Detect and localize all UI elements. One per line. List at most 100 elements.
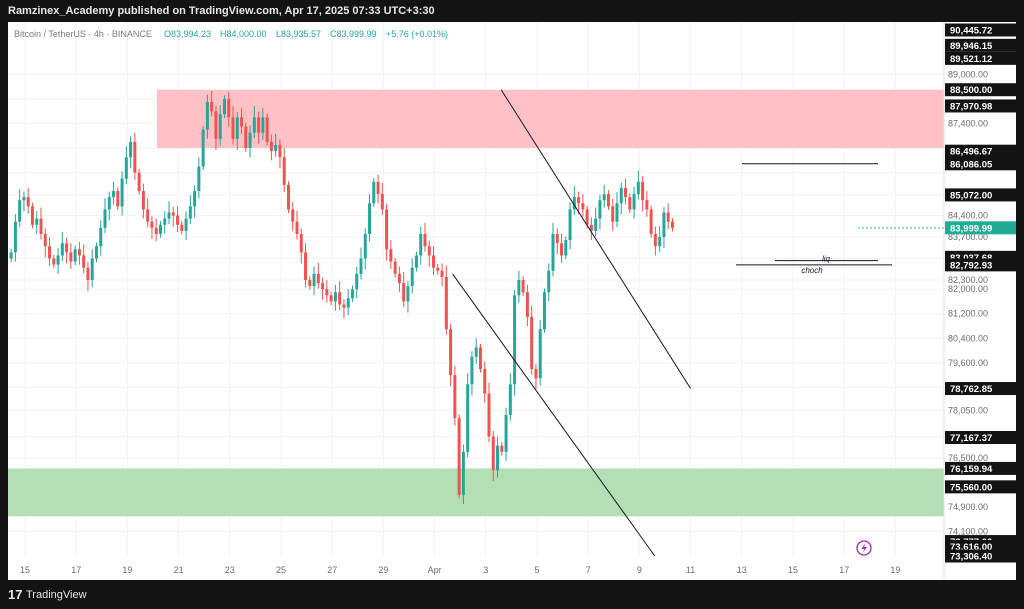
price-tick-label: 82,000.00 — [948, 284, 988, 294]
price-label-bg — [945, 157, 1016, 171]
candle-body — [598, 200, 602, 219]
candle-body — [18, 200, 22, 222]
candle-body — [461, 451, 465, 495]
candle-body — [150, 221, 154, 228]
candle-body — [240, 117, 244, 127]
candle-body — [632, 194, 636, 210]
candle-body — [141, 190, 145, 210]
candle-body — [154, 227, 158, 234]
candle-body — [530, 316, 534, 369]
candle-body — [193, 190, 197, 207]
candle-body — [581, 203, 585, 210]
time-tick-label: 7 — [586, 565, 591, 575]
legend-open: O83,994.23 — [164, 29, 211, 39]
candle-body — [423, 233, 427, 247]
candle-body — [65, 243, 69, 253]
time-tick-label: 5 — [534, 565, 539, 575]
time-tick-label: 11 — [686, 565, 695, 575]
candle-body — [137, 172, 141, 191]
candle-body — [508, 384, 512, 416]
price-label-bg — [945, 144, 1016, 158]
candle-body — [338, 292, 342, 305]
price-tick-label: 80,400.00 — [948, 333, 988, 343]
candle-body — [466, 384, 470, 452]
candle-body — [9, 252, 13, 259]
candle-body — [48, 246, 52, 259]
candle-body — [329, 295, 333, 302]
candle-body — [22, 197, 26, 201]
price-tick-label: 76,500.00 — [948, 453, 988, 463]
time-axis[interactable]: 15 17 19 21 23 25 27 29 Apr 3 5 7 9 11 13 15 17 19 — [20, 565, 900, 575]
candle-body — [252, 117, 256, 133]
price-tick-label: 74,100.00 — [948, 527, 988, 537]
candle-body — [483, 368, 487, 394]
price-label-text: 83,037.68 — [950, 253, 992, 264]
lightning-icon[interactable] — [856, 540, 872, 556]
price-label-text: 73,306.40 — [950, 552, 992, 563]
price-label-text: 77,167.37 — [950, 433, 992, 444]
candle-body — [602, 194, 606, 201]
candle-body — [406, 286, 410, 302]
price-label-bg — [945, 549, 1016, 563]
candle-body — [304, 252, 308, 280]
time-tick-label: 19 — [122, 565, 132, 575]
candle-body — [201, 129, 205, 167]
price-tick-label: 78,050.00 — [948, 405, 988, 415]
price-tick-label: 84,400.00 — [948, 211, 988, 221]
candle-body — [389, 249, 393, 262]
candle-body — [235, 117, 239, 139]
candle-body — [342, 304, 346, 308]
candle-body — [410, 267, 414, 287]
tradingview-logo-icon: 17 — [8, 587, 23, 602]
legend-change: +5.76 (+0.01%) — [386, 29, 448, 39]
candle-body — [257, 117, 261, 133]
candle-body — [670, 221, 674, 228]
price-label: 73,306.40 — [945, 549, 1016, 563]
candle-body — [457, 418, 461, 495]
candle-body — [333, 292, 337, 302]
candle-body — [355, 273, 359, 290]
candle-body — [393, 261, 397, 274]
candle-body — [291, 209, 295, 222]
legend-high: H84,000.00 — [220, 29, 267, 39]
candle-body — [649, 209, 653, 234]
candle-body — [116, 190, 120, 207]
price-label-text: 76,159.94 — [950, 464, 993, 475]
price-axis[interactable]: 89,000.00 87,400.00 84,400.00 83,700.00 82,3… — [945, 23, 1016, 563]
price-label-bg — [945, 99, 1016, 113]
candle-body — [606, 194, 610, 207]
candle-body — [525, 292, 529, 317]
time-tick-label: 23 — [225, 565, 235, 575]
candle-body — [214, 111, 218, 139]
liq-annotation: liq — [822, 255, 831, 264]
candle-body — [572, 197, 576, 210]
candle-body — [167, 212, 171, 219]
zones — [8, 89, 944, 517]
candle-body — [274, 144, 278, 152]
candle-body — [124, 157, 128, 179]
demand-zone — [8, 468, 944, 517]
candle-body — [444, 276, 448, 330]
price-label-text: 85,072.00 — [950, 190, 992, 201]
price-label: 86,496.67 — [945, 144, 1016, 158]
price-tick-label: 81,200.00 — [948, 309, 988, 319]
price-chart[interactable]: liq choch 89,000.00 87,400.00 84,400.00 83,7… — [8, 22, 1016, 580]
candle-body — [316, 273, 320, 284]
candle-body — [197, 166, 201, 191]
price-label-text: 89,521.12 — [950, 54, 992, 65]
brand-name: TradingView — [26, 589, 87, 601]
price-label: 88,500.00 — [945, 83, 1016, 97]
candle-body — [26, 197, 30, 207]
candle-body — [222, 98, 226, 115]
time-tick-label: 27 — [327, 565, 337, 575]
candle-body — [244, 126, 248, 149]
legend-close: C83,999.99 — [330, 29, 377, 39]
candle-body — [555, 233, 559, 244]
price-tick-label: 74,900.00 — [948, 502, 988, 512]
candle-body — [163, 218, 167, 225]
candle-body — [52, 258, 56, 265]
candle-body — [504, 415, 508, 452]
price-label: 87,970.98 — [945, 99, 1016, 113]
chart-panel[interactable]: liq choch 89,000.00 87,400.00 84,400.00 83,7… — [8, 22, 1016, 580]
price-label: 78,762.85 — [945, 382, 1016, 396]
